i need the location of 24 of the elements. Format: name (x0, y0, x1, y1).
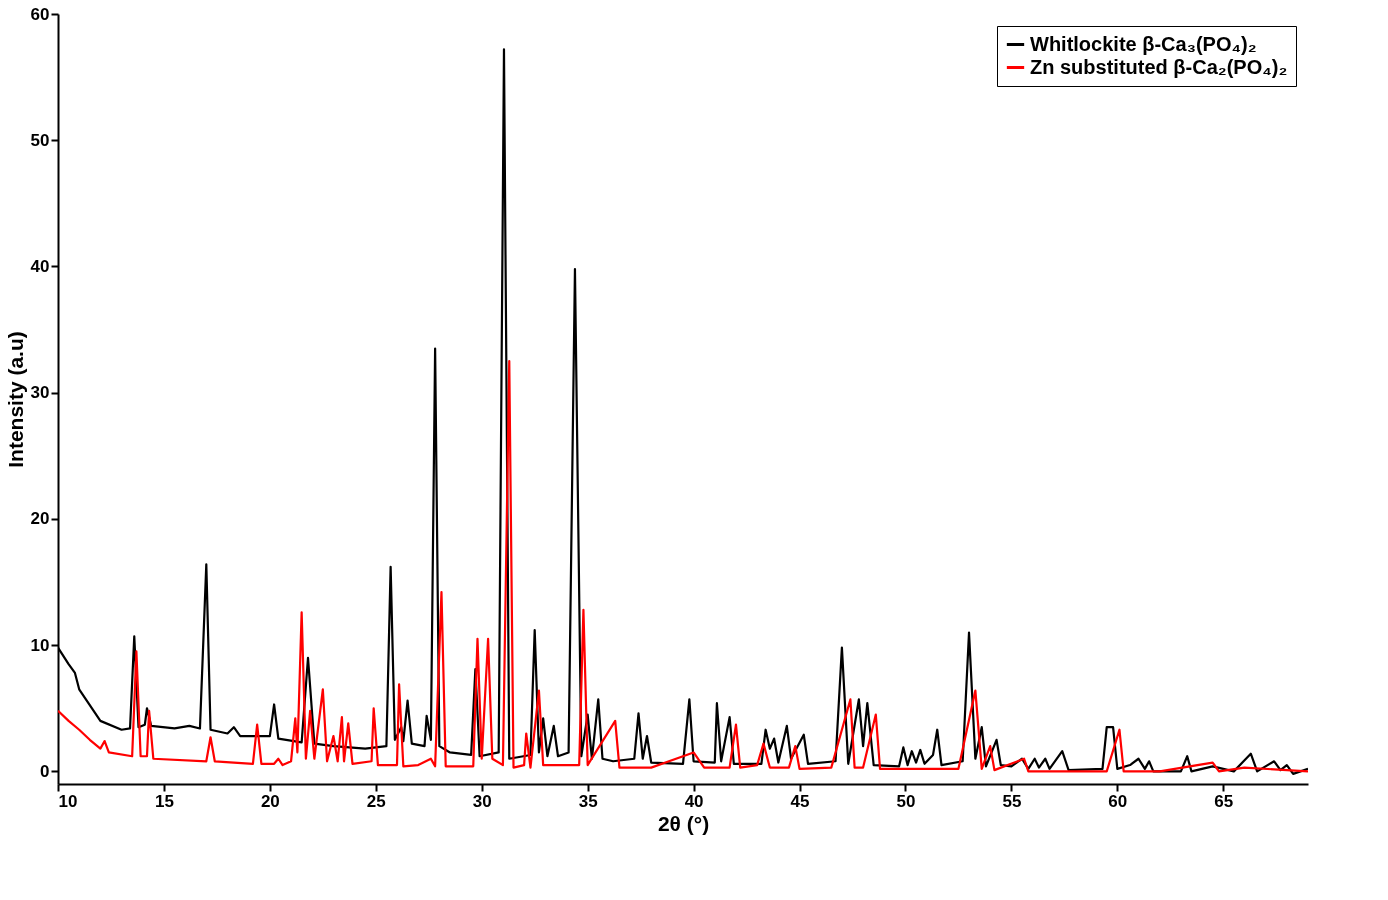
x-tick-label: 50 (896, 791, 916, 811)
x-tick-label: 45 (790, 791, 810, 811)
y-tick-label: 10 (30, 635, 50, 655)
x-tick-label: 30 (472, 791, 492, 811)
x-tick-label: 65 (1214, 791, 1234, 811)
x-tick-label: 35 (578, 791, 598, 811)
legend-label: Whitlockite β-Ca₃(PO₄)₂ (1030, 32, 1257, 55)
y-tick-label: 20 (30, 509, 50, 529)
x-axis-title: 2θ (°) (657, 811, 710, 835)
line-series (58, 360, 1308, 773)
y-axis-title: Intensity (a.u) (3, 331, 27, 468)
y-tick-label: 50 (30, 130, 50, 150)
y-tick-label: 0 (40, 761, 50, 781)
y-tick-label: 30 (30, 383, 50, 403)
x-tick-label: 10 (58, 791, 78, 811)
x-tick-label: 40 (684, 791, 704, 811)
legend-label: Zn substituted β-Ca₂(PO₄)₂ (1030, 55, 1288, 78)
x-tick-label: 60 (1108, 791, 1128, 811)
x-tick-label: 25 (366, 791, 386, 811)
x-tick-label: 20 (260, 791, 280, 811)
y-tick-label: 60 (30, 4, 50, 24)
x-tick-label: 15 (154, 791, 174, 811)
y-tick-label: 40 (30, 256, 50, 276)
x-tick-label: 55 (1002, 791, 1022, 811)
